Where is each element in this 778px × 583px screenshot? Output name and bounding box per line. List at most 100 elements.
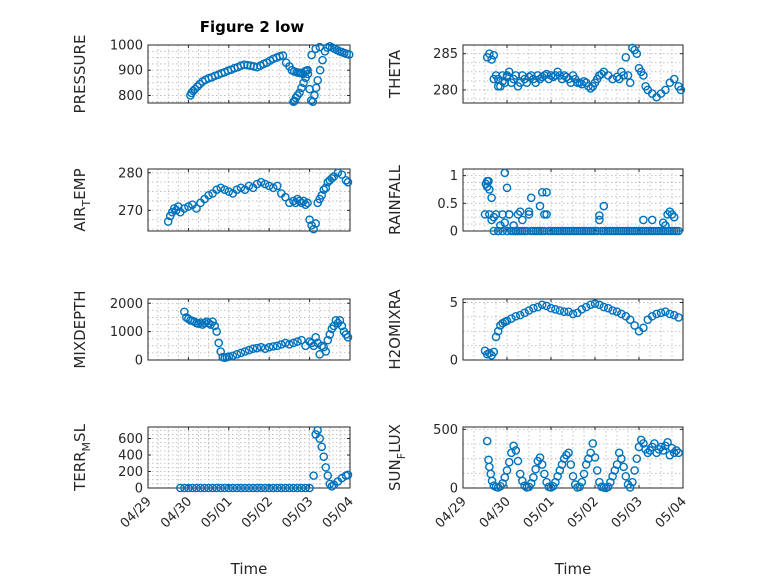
data-point (343, 470, 353, 480)
data-point (529, 473, 538, 482)
data-point (297, 83, 306, 93)
y-axis-label: AIRTEMP (71, 168, 93, 231)
data-point (289, 338, 298, 348)
data-point (256, 483, 266, 493)
data-point (509, 441, 518, 451)
data-point (493, 226, 503, 236)
data-point (485, 210, 494, 219)
y-tick-label: 0 (450, 225, 458, 240)
x-tick-label: 05/04 (653, 494, 690, 531)
data-point (540, 469, 549, 479)
data-point (577, 305, 587, 314)
y-tick-label: 900 (118, 64, 143, 79)
data-point (321, 183, 331, 193)
data-point (590, 299, 600, 308)
data-point (289, 196, 298, 206)
y-tick-label: 0 (135, 354, 143, 369)
data-point (639, 215, 648, 225)
data-point (301, 483, 310, 493)
data-point (621, 53, 631, 62)
data-point (323, 471, 333, 480)
data-point (566, 460, 576, 469)
data-point (289, 483, 298, 493)
data-point (281, 338, 290, 348)
subplot-2: 280 285 THETA (386, 43, 686, 104)
data-point (220, 185, 230, 194)
data-point (480, 210, 490, 219)
data-point (335, 315, 345, 325)
data-point (577, 477, 587, 487)
data-point (212, 327, 221, 336)
y-tick-label: 0 (450, 354, 458, 369)
data-point (639, 323, 648, 333)
data-point (204, 483, 213, 493)
data-point (674, 226, 683, 236)
data-series (482, 435, 683, 493)
data-point (502, 466, 512, 475)
data-point (200, 483, 209, 493)
data-point (509, 221, 518, 230)
data-point (625, 78, 635, 87)
x-axis-label: Time (230, 560, 268, 578)
data-point (485, 462, 494, 472)
x-axis-label: Time (554, 560, 592, 578)
data-point (260, 344, 270, 353)
y-tick-label: 280 (433, 83, 458, 98)
data-point (228, 351, 238, 361)
data-point (559, 307, 569, 316)
data-point (619, 71, 628, 80)
data-point (180, 307, 189, 317)
data-point (285, 340, 294, 349)
data-point (511, 311, 521, 321)
data-point (575, 482, 584, 492)
data-point (341, 175, 351, 185)
data-point (487, 55, 496, 64)
data-point (586, 84, 595, 93)
plot-frame (147, 168, 351, 232)
data-point (628, 477, 637, 487)
data-point (537, 300, 547, 310)
data-point (281, 192, 290, 202)
data-point (496, 221, 505, 230)
data-point (297, 335, 306, 345)
data-point (325, 330, 335, 339)
y-tick-label: 0 (135, 482, 143, 497)
data-point (264, 342, 274, 352)
data-point (311, 44, 320, 54)
data-point (192, 204, 201, 213)
data-point (504, 457, 514, 467)
data-point (337, 170, 347, 179)
data-point (327, 174, 337, 183)
data-point (278, 51, 288, 60)
data-point (256, 342, 266, 352)
data-series (180, 307, 353, 363)
data-point (188, 483, 197, 493)
data-point (240, 347, 250, 356)
data-point (293, 483, 302, 493)
plot-frame (462, 44, 684, 104)
data-point (277, 483, 286, 493)
y-tick-label: 600 (118, 432, 143, 447)
data-point (603, 482, 613, 492)
subplot-8: 04/29 04/30 05/01 05/02 05/03 05/04 0 500 SUNFLU… (386, 423, 690, 578)
data-point (325, 479, 335, 489)
data-point (311, 219, 320, 228)
y-tick-label: 1 (450, 169, 458, 184)
data-point (163, 217, 173, 226)
data-point (321, 347, 331, 356)
data-point (599, 201, 609, 211)
data-point (595, 300, 604, 310)
data-point (531, 464, 540, 474)
data-point (526, 193, 536, 203)
data-point (524, 306, 534, 315)
data-point (303, 65, 312, 75)
data-point (520, 308, 529, 318)
data-point (272, 483, 282, 493)
data-point (515, 469, 525, 479)
data-point (264, 483, 274, 493)
data-point (579, 469, 589, 479)
data-point (268, 183, 278, 193)
data-point (518, 476, 527, 486)
data-series (482, 43, 686, 102)
